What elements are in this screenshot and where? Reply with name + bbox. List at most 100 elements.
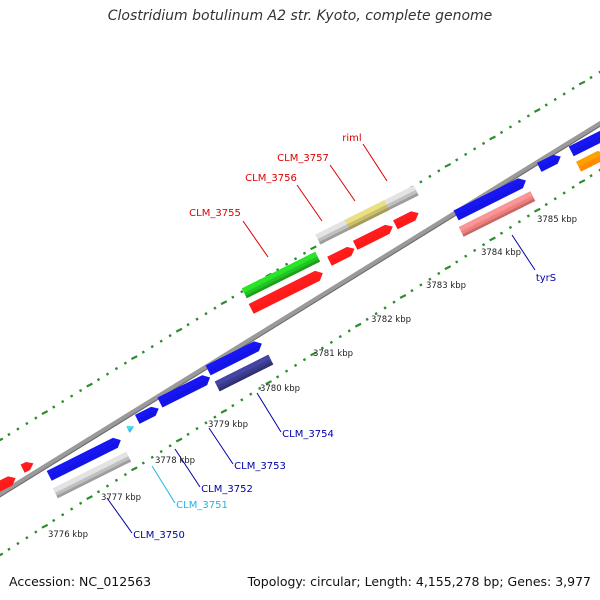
minor-tick-mark — [562, 92, 566, 96]
feature-blue-mid-1-highlight — [205, 341, 262, 371]
minor-tick-mark — [419, 283, 423, 287]
feature-red-3[interactable] — [352, 222, 395, 250]
feature-CLM_3755-green[interactable] — [241, 251, 321, 299]
minor-tick-mark — [16, 541, 20, 546]
minor-tick-mark — [598, 70, 600, 74]
feature-red-2-highlight — [327, 246, 355, 262]
feature-CLM_3754-navy[interactable] — [214, 354, 274, 392]
minor-tick-mark — [168, 444, 172, 448]
major-tick-mark — [444, 162, 452, 168]
minor-tick-mark — [195, 426, 199, 431]
minor-tick-mark — [571, 86, 575, 91]
scale-label-3782-kbp: 3782 kbp — [371, 315, 411, 325]
feature-track[interactable] — [0, 128, 600, 499]
minor-tick-mark — [276, 268, 280, 272]
minor-tick-mark — [258, 386, 262, 390]
feature-CLM_3751-cyan-highlight — [126, 425, 135, 430]
feature-red-2[interactable] — [327, 244, 357, 266]
minor-tick-mark — [213, 306, 217, 310]
major-tick-mark — [0, 437, 4, 442]
feature-blue-mid-2[interactable] — [157, 373, 212, 408]
minor-tick-mark — [481, 243, 486, 247]
minor-tick-mark — [347, 329, 351, 333]
major-tick-mark — [175, 437, 183, 443]
minor-tick-mark — [455, 158, 459, 162]
major-tick-mark — [86, 382, 93, 388]
feature-blue-upper-3[interactable] — [568, 128, 600, 157]
major-tick-mark — [489, 135, 496, 141]
minor-tick-mark — [526, 114, 530, 118]
minor-tick-mark — [34, 530, 38, 534]
minor-tick-mark — [562, 191, 566, 195]
minor-tick-mark — [365, 317, 369, 322]
feature-red-left-1[interactable] — [20, 459, 36, 473]
feature-red-4[interactable] — [393, 209, 421, 230]
label-leader-lines — [106, 143, 536, 534]
minor-tick-mark — [78, 388, 83, 393]
minor-tick-mark — [123, 361, 127, 365]
minor-tick-mark — [464, 152, 468, 156]
feature-tyrS-pink[interactable] — [458, 191, 536, 237]
minor-tick-mark — [114, 366, 119, 371]
major-tick-mark — [220, 408, 228, 414]
minor-tick-mark — [114, 478, 119, 482]
major-tick-mark — [130, 355, 138, 361]
feature-orange-highlight — [576, 151, 600, 167]
feature-blue-upper-1[interactable] — [453, 176, 529, 221]
minor-tick-mark — [410, 289, 414, 293]
gene-label-CLM_3752: CLM_3752 — [201, 484, 253, 495]
major-tick-mark — [41, 523, 49, 529]
gene-label-CLM_3750: CLM_3750 — [133, 530, 185, 541]
minor-tick-mark — [302, 251, 307, 255]
minor-tick-mark — [276, 375, 280, 379]
backbone-inner-line — [0, 125, 600, 498]
feature-blue-upper-1-highlight — [453, 178, 526, 216]
minor-tick-mark — [240, 290, 244, 294]
minor-tick-mark — [508, 225, 513, 230]
minor-tick-mark — [293, 363, 298, 367]
feature-CLM_3754-navy-highlight — [214, 354, 271, 386]
gene-label-CLM_3755: CLM_3755 — [189, 208, 241, 219]
feature-blue-mid-3[interactable] — [135, 404, 161, 424]
minor-tick-mark — [105, 372, 110, 376]
minor-tick-mark — [553, 97, 557, 102]
feature-CLM_3755-green-highlight — [241, 251, 318, 293]
leader-line-CLM_3751 — [151, 465, 176, 504]
feature-red-left-1-highlight — [20, 461, 34, 469]
minor-tick-mark — [526, 214, 530, 218]
minor-tick-mark — [437, 271, 441, 276]
major-tick-mark — [41, 410, 49, 415]
leader-line-riml — [362, 143, 388, 182]
minor-tick-mark — [61, 513, 65, 517]
minor-tick-mark — [437, 169, 441, 173]
feature-blue-mid-1[interactable] — [205, 339, 265, 376]
feature-CLM_3757-olive[interactable] — [344, 200, 390, 230]
minor-tick-mark — [499, 130, 504, 135]
feature-blue-upper-2[interactable] — [537, 152, 563, 172]
feature-CLM_3750-grey[interactable] — [52, 451, 132, 499]
minor-tick-mark — [70, 507, 74, 511]
minor-tick-mark — [428, 174, 432, 178]
feature-red-1[interactable] — [248, 268, 325, 314]
major-tick-mark — [354, 322, 362, 328]
feature-blue-low-1[interactable] — [46, 435, 123, 481]
scale-label-3780-kbp: 3780 kbp — [260, 384, 300, 394]
scale-label-3785-kbp: 3785 kbp — [537, 215, 577, 225]
feature-tyrS-pink-highlight — [458, 191, 533, 232]
gene-label-CLM_3751: CLM_3751 — [176, 500, 228, 511]
feature-CLM_3751-cyan[interactable] — [126, 423, 135, 433]
map-title: Clostridium botulinum A2 str. Kyoto, com… — [107, 8, 493, 24]
feature-orange[interactable] — [576, 148, 600, 172]
minor-tick-mark — [168, 334, 172, 338]
leader-line-CLM_3750 — [106, 497, 133, 534]
minor-tick-mark — [517, 119, 522, 124]
feature-red-left-2[interactable] — [0, 474, 18, 495]
minor-tick-mark — [481, 141, 486, 146]
minor-tick-mark — [240, 398, 244, 402]
minor-tick-mark — [52, 405, 56, 409]
major-tick-mark — [399, 294, 407, 299]
gene-labels: riml CLM_3757 CLM_3756 CLM_3755 tyrS CLM_3754… — [133, 133, 556, 541]
minor-tick-mark — [96, 377, 101, 382]
feature-CLM_3750-grey-highlight — [52, 451, 129, 493]
